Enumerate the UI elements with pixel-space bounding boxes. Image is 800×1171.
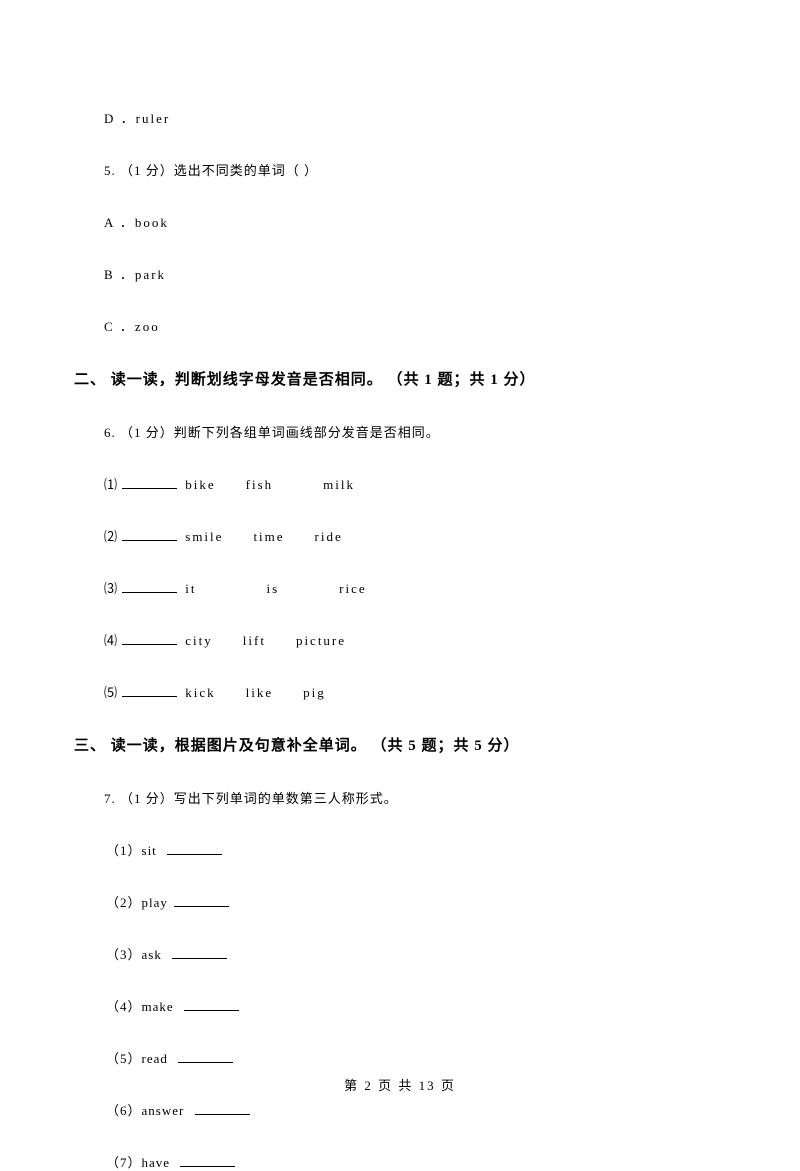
blank[interactable]: [122, 528, 177, 541]
blank[interactable]: [122, 632, 177, 645]
blank[interactable]: [122, 684, 177, 697]
q7-item-4-word: make: [142, 999, 174, 1014]
section-2-header: 二、 读一读，判断划线字母发音是否相同。 （共 1 题；共 1 分）: [74, 368, 726, 389]
blank[interactable]: [195, 1102, 250, 1115]
q6-item-5-num: ⑸: [104, 685, 119, 700]
q6-item-4-w2: lift: [243, 633, 266, 648]
q7-item-2-num: （2）: [106, 895, 142, 910]
q6-item-5-w1: kick: [185, 685, 215, 700]
q6-item-5-w3: pig: [303, 685, 326, 700]
q6-item-1-w1: bike: [185, 477, 215, 492]
page-footer: 第 2 页 共 13 页: [0, 1075, 800, 1094]
q7-stem: 7. （1 分）写出下列单词的单数第三人称形式。: [74, 788, 726, 807]
q7-item-2: （2）play: [74, 892, 726, 911]
blank[interactable]: [178, 1050, 233, 1063]
page-content: D ．ruler 5. （1 分）选出不同类的单词（ ） A ．book B ．…: [0, 0, 800, 1171]
q7-item-7: （7）have: [74, 1152, 726, 1171]
q7-item-7-word: have: [142, 1155, 171, 1170]
q7-item-1-word: sit: [142, 843, 157, 858]
q7-item-3: （3）ask: [74, 944, 726, 963]
q6-item-5: ⑸ kick like pig: [74, 682, 726, 701]
q7-item-1-num: （1）: [106, 843, 142, 858]
q6-item-3-num: ⑶: [104, 581, 119, 596]
q5-option-a: A ．book: [74, 212, 726, 231]
q7-item-2-word: play: [142, 895, 168, 910]
q7-item-4-num: （4）: [106, 999, 142, 1014]
blank[interactable]: [167, 842, 222, 855]
blank[interactable]: [122, 580, 177, 593]
q6-item-4-w1: city: [185, 633, 213, 648]
q6-item-1-w3: milk: [323, 477, 355, 492]
q7-item-6: （6）answer: [74, 1100, 726, 1119]
q6-item-2-num: ⑵: [104, 529, 119, 544]
q7-item-3-word: ask: [142, 947, 162, 962]
q6-item-4: ⑷ city lift picture: [74, 630, 726, 649]
q7-item-6-num: （6）: [106, 1103, 142, 1118]
q5-option-c: C ．zoo: [74, 316, 726, 335]
q6-item-1-w2: fish: [246, 477, 274, 492]
blank[interactable]: [172, 946, 227, 959]
q5-option-b: B ．park: [74, 264, 726, 283]
q7-item-1: （1）sit: [74, 840, 726, 859]
q7-item-5-word: read: [142, 1051, 168, 1066]
q6-item-3-w1: it: [185, 581, 196, 596]
q7-item-4: （4）make: [74, 996, 726, 1015]
q7-item-7-num: （7）: [106, 1155, 142, 1170]
blank[interactable]: [122, 476, 177, 489]
q6-item-3-w3: rice: [339, 581, 366, 596]
blank[interactable]: [180, 1154, 235, 1167]
q7-item-6-word: answer: [142, 1103, 185, 1118]
q6-item-4-w3: picture: [296, 633, 346, 648]
q6-item-3: ⑶ it is rice: [74, 578, 726, 597]
q7-item-3-num: （3）: [106, 947, 142, 962]
q5-stem: 5. （1 分）选出不同类的单词（ ）: [74, 160, 726, 179]
q6-item-2-w2: time: [253, 529, 284, 544]
q6-item-4-num: ⑷: [104, 633, 119, 648]
q6-item-2: ⑵ smile time ride: [74, 526, 726, 545]
q7-item-5-num: （5）: [106, 1051, 142, 1066]
blank[interactable]: [184, 998, 239, 1011]
blank[interactable]: [174, 894, 229, 907]
q6-item-2-w3: ride: [315, 529, 343, 544]
q7-item-5: （5）read: [74, 1048, 726, 1067]
q6-item-5-w2: like: [246, 685, 274, 700]
q4-option-d: D ．ruler: [74, 108, 726, 127]
q6-item-1: ⑴ bike fish milk: [74, 474, 726, 493]
q6-stem: 6. （1 分）判断下列各组单词画线部分发音是否相同。: [74, 422, 726, 441]
q6-item-2-w1: smile: [185, 529, 223, 544]
q6-item-1-num: ⑴: [104, 477, 119, 492]
q6-item-3-w2: is: [267, 581, 280, 596]
section-3-header: 三、 读一读，根据图片及句意补全单词。 （共 5 题；共 5 分）: [74, 734, 726, 755]
